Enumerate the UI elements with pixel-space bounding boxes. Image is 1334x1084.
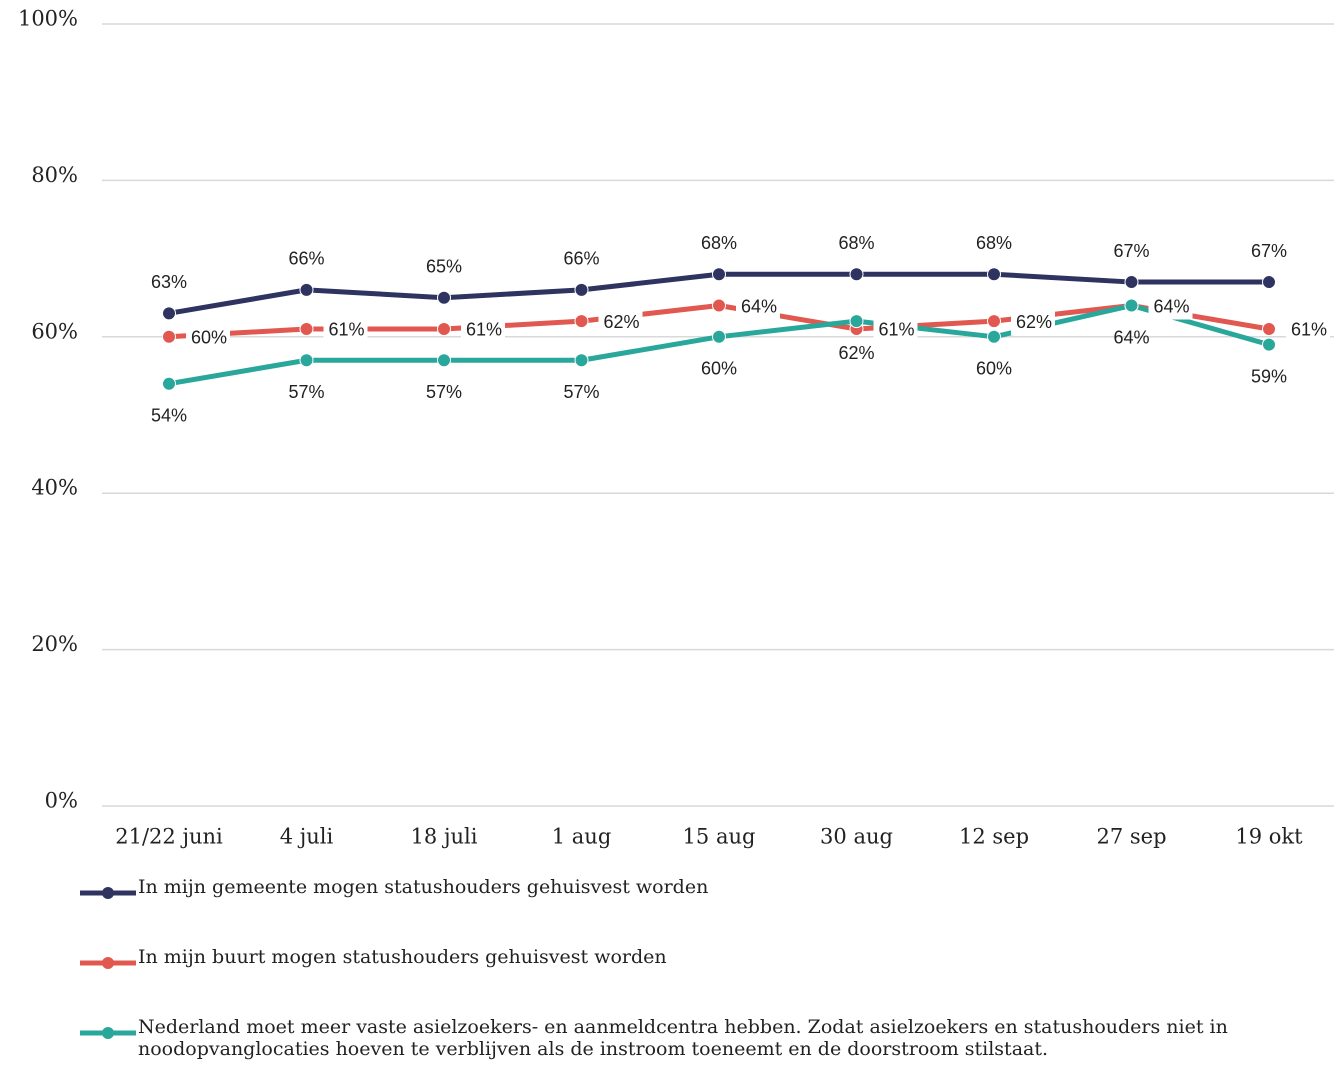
point: [1124, 298, 1139, 313]
label-bg: [1011, 311, 1055, 336]
point: [1262, 321, 1276, 336]
x-tick-label: 18 juli: [411, 825, 478, 849]
legend-marker: [102, 1027, 114, 1039]
x-tick-label: 21/22 juni: [115, 825, 223, 849]
legend: In mijn gemeente mogen statushouders geh…: [78, 874, 1318, 1084]
legend-item: In mijn gemeente mogen statushouders geh…: [78, 874, 1318, 944]
value-label: 61%: [1291, 320, 1327, 340]
value-label: 60%: [976, 359, 1012, 379]
value-label: 66%: [563, 249, 599, 269]
value-label: 68%: [701, 233, 737, 253]
point: [712, 329, 726, 344]
point: [1262, 275, 1276, 290]
point: [437, 353, 451, 368]
x-tick-label: 1 aug: [552, 825, 612, 849]
value-label: 67%: [1251, 241, 1287, 261]
label-bg: [1286, 318, 1330, 343]
chart: 0% 20% 40% 60% 80% 100% 21/22 juni 4 juli 18 jul…: [18, 7, 1334, 849]
point: [299, 282, 314, 297]
value-label: 63%: [151, 272, 187, 292]
value-label: 61%: [329, 320, 365, 340]
point: [712, 298, 726, 313]
y-tick-label: 80%: [31, 163, 78, 187]
value-label: 62%: [838, 343, 874, 363]
value-label: 59%: [1251, 366, 1287, 386]
y-tick-label: 60%: [31, 319, 78, 343]
value-label: 65%: [426, 256, 462, 276]
x-tick-label: 30 aug: [820, 825, 893, 849]
value-label: 54%: [151, 405, 187, 425]
point: [987, 267, 1001, 282]
point: [849, 314, 864, 329]
legend-item: Nederland moet meer vaste asielzoekers- …: [78, 1014, 1318, 1084]
x-tick-label: 27 sep: [1096, 825, 1166, 849]
point: [162, 306, 176, 321]
value-label: 57%: [426, 382, 462, 402]
point: [299, 321, 314, 336]
value-label: 64%: [1154, 296, 1190, 316]
label-bg: [598, 311, 643, 336]
value-label: 64%: [1113, 327, 1149, 347]
point: [987, 314, 1001, 329]
legend-label: Nederland moet meer vaste asielzoekers- …: [138, 1016, 1228, 1060]
legend-marker: [102, 957, 114, 969]
point: [1262, 337, 1276, 352]
point: [574, 314, 589, 329]
legend-item: In mijn buurt mogen statushouders gehuis…: [78, 944, 1318, 1014]
label-bg: [461, 318, 505, 343]
point: [437, 290, 451, 305]
value-label: 62%: [1016, 312, 1052, 332]
point: [1124, 275, 1139, 290]
point: [574, 282, 589, 297]
legend-label: In mijn buurt mogen statushouders gehuis…: [138, 946, 667, 968]
value-label: 57%: [563, 382, 599, 402]
point: [849, 267, 864, 282]
x-tick-label: 4 juli: [280, 825, 334, 849]
y-tick-label: 20%: [31, 632, 78, 656]
label-bg: [186, 326, 230, 351]
point: [712, 267, 726, 282]
x-tick-label: 19 okt: [1235, 825, 1303, 849]
point: [162, 376, 176, 391]
point: [299, 353, 314, 368]
y-tick-label: 40%: [31, 476, 78, 500]
label-bg: [873, 318, 918, 343]
label-bg: [736, 295, 780, 320]
value-label: 67%: [1113, 241, 1149, 261]
value-label: 61%: [879, 320, 915, 340]
value-label: 64%: [741, 296, 777, 316]
value-label: 66%: [288, 249, 324, 269]
legend-marker: [102, 887, 114, 899]
label-bg: [1148, 295, 1193, 320]
point: [574, 353, 589, 368]
point: [987, 329, 1001, 344]
y-tick-label: 100%: [18, 7, 78, 31]
value-label: 68%: [838, 233, 874, 253]
legend-key: [80, 1027, 136, 1039]
value-label: 57%: [288, 382, 324, 402]
x-tick-label: 12 sep: [959, 825, 1029, 849]
y-tick-label: 0%: [45, 789, 78, 813]
value-label: 60%: [191, 328, 227, 348]
value-label: 60%: [701, 359, 737, 379]
value-label: 68%: [976, 233, 1012, 253]
value-label: 62%: [604, 312, 640, 332]
legend-key: [80, 957, 136, 969]
x-tick-label: 15 aug: [683, 825, 756, 849]
label-bg: [323, 318, 368, 343]
point: [437, 321, 451, 336]
legend-label: In mijn gemeente mogen statushouders geh…: [138, 876, 709, 898]
value-label: 61%: [466, 320, 502, 340]
legend-key: [80, 887, 136, 899]
point: [162, 329, 176, 344]
